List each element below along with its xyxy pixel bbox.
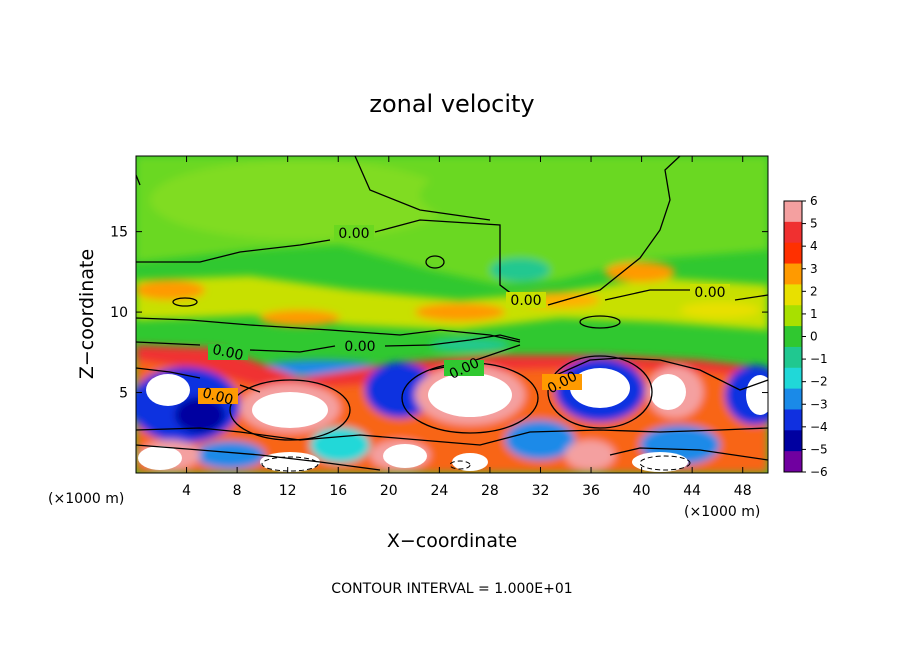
y-tick-label: 5 <box>119 386 128 402</box>
velocity-field: 0.00 0.00 0.00 0.00 0.00 0.00 0.00 0.00 <box>136 156 768 473</box>
colorbar-label: −3 <box>810 397 828 411</box>
colorbar-swatch <box>784 242 802 265</box>
colorbar-label: −5 <box>810 442 828 456</box>
y-tick-label: 15 <box>110 225 128 241</box>
x-axis: 4 8 12 16 20 24 28 32 36 40 44 48 <box>182 156 752 499</box>
x-tick-label: 24 <box>430 483 448 499</box>
colorbar-swatch <box>784 263 802 285</box>
x-tick-label: 36 <box>582 483 600 499</box>
x-tick-label: 16 <box>329 483 347 499</box>
x-axis-label: X−coordinate <box>387 530 517 552</box>
x-tick-label: 44 <box>683 483 701 499</box>
x-tick-label: 40 <box>633 483 651 499</box>
plot-frame <box>135 155 769 474</box>
colorbar-swatch <box>784 305 802 327</box>
colorbar-label: 1 <box>810 307 818 321</box>
y-axis: 5 10 15 <box>110 225 768 402</box>
colorbar-swatch <box>784 367 802 390</box>
contour-label-2: 0.00 <box>510 293 541 309</box>
contour-interval-note: CONTOUR INTERVAL = 1.000E+01 <box>331 581 572 597</box>
colorbar-swatch <box>784 430 802 452</box>
x-tick-label: 20 <box>380 483 398 499</box>
x-tick-label: 8 <box>233 483 242 499</box>
colorbar-label: 6 <box>810 194 818 208</box>
colorbar-swatch <box>784 451 802 473</box>
colorbar-swatch <box>784 221 802 244</box>
colorbar-label: 2 <box>810 284 818 298</box>
contour-label-3: 0.00 <box>694 285 725 301</box>
colorbar-label: −6 <box>810 465 828 479</box>
colorbar-label: 3 <box>810 262 818 276</box>
contour-label-4: 0.00 <box>344 339 375 355</box>
colorbar-label: 5 <box>810 217 818 231</box>
colorbar-swatch <box>784 326 802 348</box>
x-scale-note-left: (×1000 m) <box>48 491 124 507</box>
colorbar: 6 5 4 3 2 1 0 −1 −2 −3 −4 −5 −6 <box>783 194 828 479</box>
y-axis-label: Z−coordinate <box>76 249 98 379</box>
colorbar-label: 0 <box>810 330 818 344</box>
colorbar-swatch <box>784 201 802 223</box>
y-tick-label: 10 <box>110 305 128 321</box>
contour-label-7: 0.00 <box>201 385 235 409</box>
x-tick-label: 32 <box>532 483 550 499</box>
contour-label-1: 0.00 <box>338 226 369 242</box>
x-scale-note-right: (×1000 m) <box>684 504 760 520</box>
x-tick-label: 48 <box>734 483 752 499</box>
colorbar-label: −4 <box>810 420 828 434</box>
x-tick-label: 28 <box>481 483 499 499</box>
colorbar-label: 4 <box>810 239 818 253</box>
colorbar-swatch <box>784 284 802 306</box>
contour-label-5: 0.00 <box>211 342 245 364</box>
colorbar-label: −2 <box>810 375 828 389</box>
x-tick-label: 12 <box>279 483 297 499</box>
colorbar-swatch <box>784 346 802 369</box>
chart-title: zonal velocity <box>369 90 534 118</box>
x-tick-label: 4 <box>182 483 191 499</box>
colorbar-swatch <box>784 388 802 410</box>
colorbar-swatch <box>784 409 802 431</box>
colorbar-label: −1 <box>810 352 828 366</box>
